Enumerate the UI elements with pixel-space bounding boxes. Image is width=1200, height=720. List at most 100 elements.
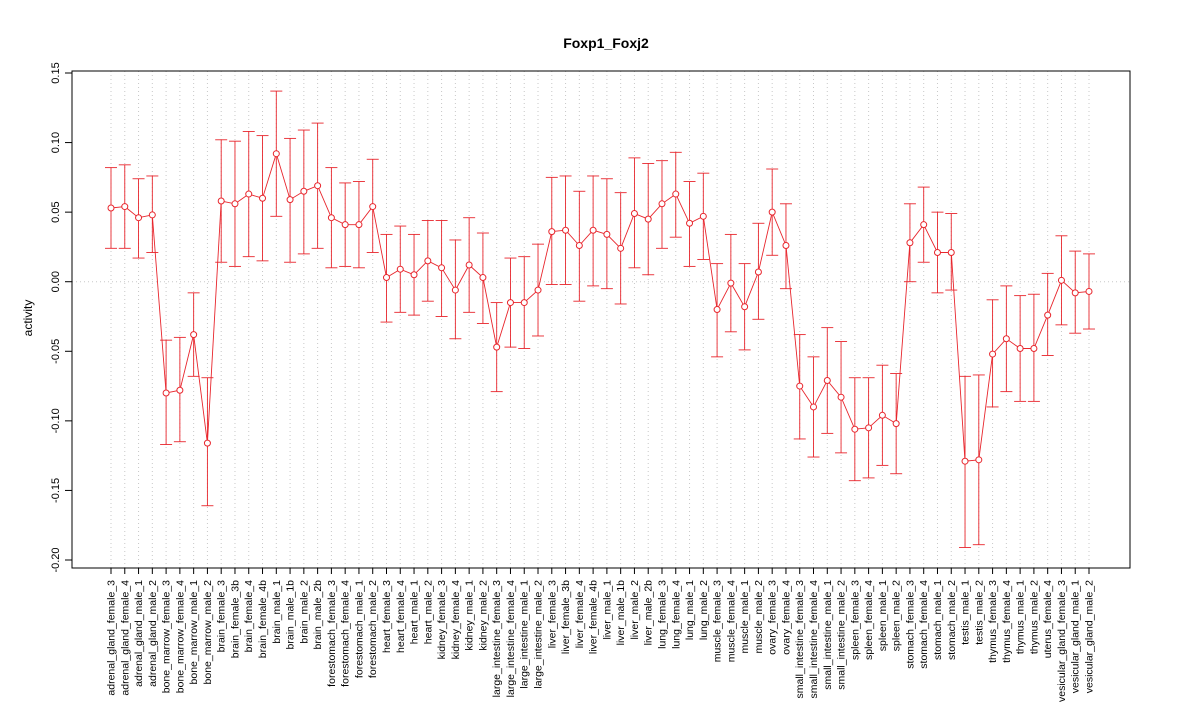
data-point: [217, 197, 225, 205]
x-tick-label: uterus_female_4: [1042, 580, 1054, 658]
data-point: [892, 420, 900, 428]
x-tick-label: large_intestine_male_2: [533, 580, 545, 689]
data-point: [1085, 287, 1093, 295]
x-tick-label: thymus_male_1: [1015, 580, 1027, 654]
series-activity: [105, 90, 1095, 548]
data-point: [658, 200, 666, 208]
data-point: [148, 211, 156, 219]
y-tick-label: -0.10: [50, 408, 62, 433]
data-point: [272, 150, 280, 158]
x-tick-label: spleen_female_3: [849, 580, 861, 660]
x-tick-label: brain_male_2: [298, 580, 310, 644]
data-point: [1071, 289, 1079, 297]
x-tick-label: bone_marrow_female_3: [161, 580, 173, 693]
data-point: [713, 306, 721, 314]
y-tick-label: 0.00: [50, 271, 62, 292]
data-point: [589, 226, 597, 234]
x-tick-label: kidney_male_2: [477, 580, 489, 651]
data-point: [548, 228, 556, 236]
x-tick-label: ovary_female_3: [767, 580, 779, 655]
x-axis: adrenal_gland_female_3 adrenal_gland_fema…: [106, 568, 1096, 702]
y-tick-label: -0.20: [50, 547, 62, 572]
data-point: [300, 187, 308, 195]
chart-title: Foxp1_Foxj2: [563, 35, 649, 51]
x-tick-label: brain_female_4b: [257, 580, 269, 658]
data-point: [1057, 276, 1065, 284]
data-point: [933, 248, 941, 256]
series-line: [110, 152, 1090, 462]
x-tick-label: lung_female_3: [656, 580, 668, 649]
x-tick-label: stomach_male_2: [946, 580, 958, 660]
data-point: [341, 221, 349, 229]
data-point: [107, 204, 115, 212]
data-point: [245, 190, 253, 198]
x-tick-label: stomach_female_3: [904, 580, 916, 669]
x-tick-label: vesicular_gland_male_1: [1070, 580, 1082, 693]
x-tick-label: testis_male_2: [973, 580, 985, 645]
data-point: [1030, 345, 1038, 353]
data-point: [823, 377, 831, 385]
x-tick-label: thymus_male_2: [1028, 580, 1040, 654]
x-tick-label: lung_female_4: [670, 580, 682, 649]
data-point: [162, 389, 170, 397]
data-point: [314, 182, 322, 190]
data-point: [396, 265, 404, 273]
x-tick-label: liver_male_2: [629, 580, 641, 640]
data-point: [506, 299, 514, 307]
data-point: [754, 268, 762, 276]
x-tick-label: bone_marrow_female_4: [174, 580, 186, 693]
x-tick-label: liver_female_3: [546, 580, 558, 648]
data-point: [878, 411, 886, 419]
x-tick-label: heart_female_4: [395, 580, 407, 653]
data-point: [135, 214, 143, 222]
data-point: [479, 274, 487, 282]
x-tick-label: brain_female_4: [243, 580, 255, 653]
x-tick-label: stomach_male_1: [932, 580, 944, 660]
data-point: [699, 212, 707, 220]
data-point: [727, 279, 735, 287]
x-tick-label: heart_female_3: [381, 580, 393, 653]
y-axis-label: activity: [21, 300, 35, 337]
data-point: [672, 190, 680, 198]
data-point: [575, 242, 583, 250]
x-tick-label: kidney_female_3: [436, 580, 448, 660]
data-point: [989, 350, 997, 358]
x-tick-label: spleen_male_1: [877, 580, 889, 651]
data-point: [782, 242, 790, 250]
data-point: [369, 203, 377, 211]
data-point: [203, 439, 211, 447]
x-tick-label: muscle_male_2: [753, 580, 765, 654]
x-tick-label: large_intestine_male_1: [519, 580, 531, 689]
data-point: [686, 219, 694, 227]
x-tick-label: brain_male_1b: [285, 580, 297, 650]
data-point: [1044, 311, 1052, 319]
x-tick-label: liver_male_1b: [615, 580, 627, 646]
x-tick-label: muscle_female_3: [712, 580, 724, 662]
data-point: [920, 221, 928, 229]
x-tick-label: heart_male_2: [422, 580, 434, 644]
data-point: [259, 194, 267, 202]
x-tick-label: small_intestine_male_1: [822, 580, 834, 690]
y-tick-label: -0.05: [50, 339, 62, 364]
data-point: [644, 215, 652, 223]
x-tick-label: liver_male_1: [601, 580, 613, 640]
x-tick-label: thymus_female_3: [987, 580, 999, 663]
data-point: [1002, 335, 1010, 343]
x-tick-label: vesicular_gland_female_3: [1056, 580, 1068, 702]
data-point: [837, 393, 845, 401]
data-point: [451, 286, 459, 294]
data-point: [190, 331, 198, 339]
data-point: [768, 208, 776, 216]
data-point: [355, 221, 363, 229]
x-tick-label: large_intestine_female_4: [505, 580, 517, 697]
x-tick-label: bone_marrow_male_2: [202, 580, 214, 685]
data-point: [424, 257, 432, 265]
x-tick-label: testis_male_1: [960, 580, 972, 645]
y-tick-label: 0.05: [50, 201, 62, 222]
data-point: [562, 226, 570, 234]
data-point: [603, 230, 611, 238]
x-tick-label: spleen_female_4: [863, 580, 875, 660]
data-point: [947, 248, 955, 256]
data-point: [1016, 345, 1024, 353]
